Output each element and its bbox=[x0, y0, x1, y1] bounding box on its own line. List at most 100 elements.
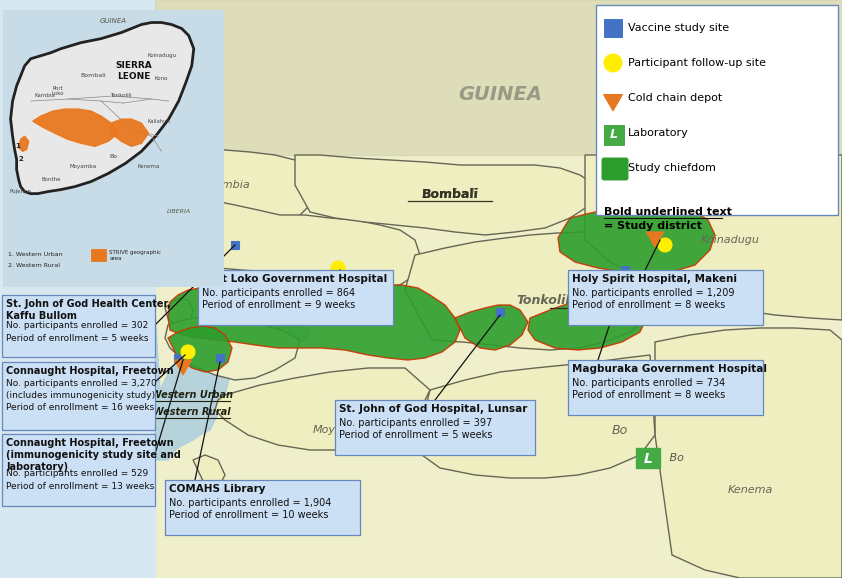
Bar bbox=[604, 125, 624, 145]
Text: Port
Loko: Port Loko bbox=[51, 86, 64, 96]
Bar bbox=[604, 19, 622, 37]
Bar bbox=[496, 308, 504, 316]
Text: SIERRA
LEONE: SIERRA LEONE bbox=[115, 61, 152, 80]
Polygon shape bbox=[195, 318, 310, 345]
Text: Kono: Kono bbox=[155, 76, 168, 81]
Bar bbox=[91, 249, 106, 261]
Text: GUINEA: GUINEA bbox=[99, 18, 127, 24]
Text: Bonthe: Bonthe bbox=[41, 177, 61, 182]
Text: GUINEA: GUINEA bbox=[458, 86, 542, 105]
Text: Koinadugu: Koinadugu bbox=[701, 235, 759, 245]
FancyBboxPatch shape bbox=[636, 448, 660, 468]
Text: Period of enrollment = 5 weeks: Period of enrollment = 5 weeks bbox=[339, 431, 493, 440]
Polygon shape bbox=[111, 119, 148, 146]
Polygon shape bbox=[33, 109, 118, 146]
FancyBboxPatch shape bbox=[2, 295, 155, 357]
Polygon shape bbox=[168, 326, 232, 372]
Circle shape bbox=[658, 238, 672, 252]
Text: Period of enrollment = 13 weeks: Period of enrollment = 13 weeks bbox=[6, 482, 154, 491]
FancyBboxPatch shape bbox=[568, 360, 763, 415]
Text: (includes immunogenicity study): (includes immunogenicity study) bbox=[6, 391, 155, 400]
Text: Tonkolili: Tonkolili bbox=[110, 94, 132, 98]
Text: Period of enrollment = 8 weeks: Period of enrollment = 8 weeks bbox=[572, 301, 725, 310]
Text: No. participants enrolled = 1,904: No. participants enrolled = 1,904 bbox=[169, 498, 332, 507]
Text: Bombali: Bombali bbox=[422, 188, 478, 202]
Polygon shape bbox=[193, 455, 225, 488]
Polygon shape bbox=[415, 355, 655, 478]
Text: Vaccine study site: Vaccine study site bbox=[628, 23, 729, 33]
Text: St. John of God Health Center,
Kaffu Bullom: St. John of God Health Center, Kaffu Bul… bbox=[6, 299, 171, 321]
Polygon shape bbox=[528, 295, 648, 350]
Text: STRIVE geographic
area: STRIVE geographic area bbox=[109, 250, 161, 261]
Text: Moyamba: Moyamba bbox=[312, 425, 367, 435]
Text: St. John of God Hospital, Lunsar: St. John of God Hospital, Lunsar bbox=[339, 404, 527, 414]
Polygon shape bbox=[19, 136, 29, 151]
Circle shape bbox=[604, 54, 622, 72]
Text: 1: 1 bbox=[15, 143, 20, 149]
Polygon shape bbox=[215, 368, 430, 450]
Text: = Study district: = Study district bbox=[604, 221, 702, 231]
Polygon shape bbox=[155, 148, 320, 232]
Text: Pujehun: Pujehun bbox=[9, 189, 32, 194]
Circle shape bbox=[181, 345, 195, 359]
Text: 2. Western Rural: 2. Western Rural bbox=[8, 263, 60, 268]
Polygon shape bbox=[168, 285, 460, 360]
Text: Bombali: Bombali bbox=[422, 188, 478, 202]
Text: Period of enrollment = 9 weeks: Period of enrollment = 9 weeks bbox=[202, 301, 355, 310]
Text: Connaught Hospital, Freetown
(immunogenicity study site and
laboratory): Connaught Hospital, Freetown (immunogeni… bbox=[6, 438, 181, 472]
Polygon shape bbox=[165, 298, 193, 328]
Text: No. participants enrolled = 302: No. participants enrolled = 302 bbox=[6, 321, 148, 330]
Text: Tonkolili: Tonkolili bbox=[516, 294, 574, 306]
Text: Bo: Bo bbox=[666, 453, 684, 463]
Bar bbox=[216, 354, 224, 362]
Bar bbox=[231, 241, 239, 249]
Polygon shape bbox=[11, 23, 194, 194]
Polygon shape bbox=[655, 328, 842, 578]
Polygon shape bbox=[165, 318, 300, 380]
FancyBboxPatch shape bbox=[568, 270, 763, 325]
Text: COMAHS Library: COMAHS Library bbox=[169, 484, 265, 494]
Text: Connaught Hospital, Freetown: Connaught Hospital, Freetown bbox=[6, 366, 173, 376]
Text: Tonkolili: Tonkolili bbox=[568, 295, 625, 309]
Polygon shape bbox=[405, 232, 672, 350]
Polygon shape bbox=[215, 325, 260, 358]
Polygon shape bbox=[558, 205, 715, 275]
Text: LIBERIA: LIBERIA bbox=[167, 209, 191, 214]
Text: Holy Spirit Hospital, Makeni: Holy Spirit Hospital, Makeni bbox=[572, 274, 737, 284]
Text: No. participants enrolled = 734: No. participants enrolled = 734 bbox=[572, 377, 725, 387]
Bar bbox=[155, 0, 842, 578]
Polygon shape bbox=[155, 310, 230, 460]
Text: Kambia: Kambia bbox=[35, 94, 56, 98]
Text: No. participants enrolled = 529: No. participants enrolled = 529 bbox=[6, 469, 148, 478]
Text: Kenema: Kenema bbox=[727, 485, 773, 495]
Text: Period of enrollment = 5 weeks: Period of enrollment = 5 weeks bbox=[6, 334, 148, 343]
Text: Period of enrollment = 10 weeks: Period of enrollment = 10 weeks bbox=[169, 510, 328, 521]
Text: Kambia: Kambia bbox=[209, 180, 251, 190]
Text: Laboratory: Laboratory bbox=[628, 128, 689, 138]
Text: Moyamba: Moyamba bbox=[69, 164, 97, 169]
Text: Bombali: Bombali bbox=[80, 73, 106, 79]
Text: No. participants enrolled = 3,270: No. participants enrolled = 3,270 bbox=[6, 379, 157, 388]
FancyBboxPatch shape bbox=[596, 5, 838, 215]
Polygon shape bbox=[155, 195, 420, 288]
Text: 1. Western Urban: 1. Western Urban bbox=[8, 252, 62, 257]
FancyBboxPatch shape bbox=[335, 400, 535, 455]
Text: L: L bbox=[610, 128, 618, 142]
Polygon shape bbox=[585, 155, 842, 320]
FancyBboxPatch shape bbox=[198, 270, 393, 325]
Text: Period of enrollment = 16 weeks: Period of enrollment = 16 weeks bbox=[6, 403, 154, 412]
Bar bbox=[0, 0, 155, 578]
Text: Study chiefdom: Study chiefdom bbox=[628, 163, 716, 173]
Text: Koinadugu: Koinadugu bbox=[147, 53, 176, 58]
Text: Kailahun: Kailahun bbox=[147, 118, 170, 124]
Circle shape bbox=[331, 261, 345, 275]
Text: No. participants enrolled = 1,209: No. participants enrolled = 1,209 bbox=[572, 287, 734, 298]
Text: No. participants enrolled = 397: No. participants enrolled = 397 bbox=[339, 417, 493, 428]
Text: Kenema: Kenema bbox=[137, 164, 160, 169]
Text: Port Loko: Port Loko bbox=[317, 303, 380, 317]
Text: Western Rural: Western Rural bbox=[153, 407, 231, 417]
Text: Bo: Bo bbox=[612, 424, 628, 436]
Polygon shape bbox=[295, 155, 595, 235]
Text: No. participants enrolled = 864: No. participants enrolled = 864 bbox=[202, 287, 355, 298]
Bar bbox=[621, 266, 629, 274]
